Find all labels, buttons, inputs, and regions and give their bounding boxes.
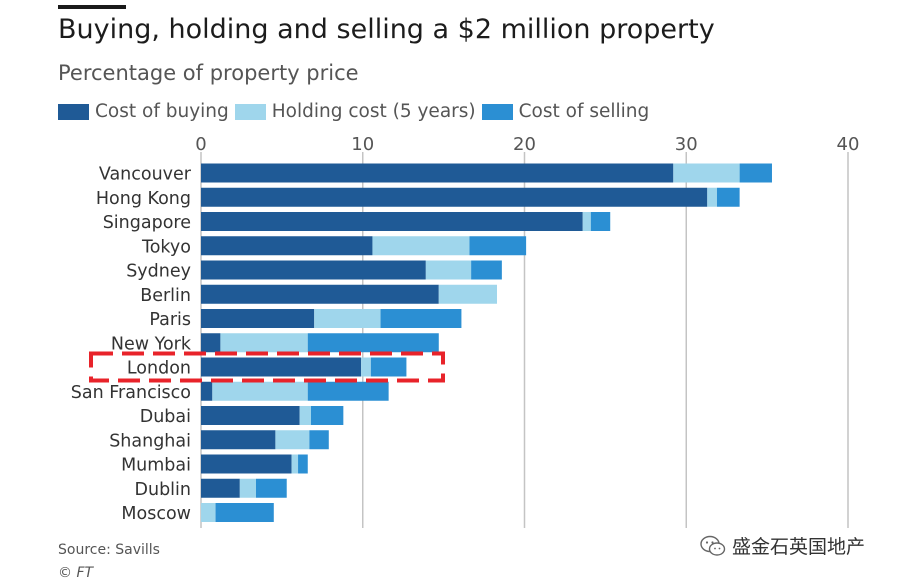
chart-legend: Cost of buying Holding cost (5 years) Co… xyxy=(58,101,655,122)
legend-swatch xyxy=(58,103,89,120)
x-tick-label: 0 xyxy=(195,134,206,155)
bar-segment xyxy=(469,236,527,256)
y-category-label: Hong Kong xyxy=(96,189,191,209)
y-category-label: New York xyxy=(111,334,192,354)
bar-segment xyxy=(707,187,717,207)
bar-segment xyxy=(201,212,583,231)
legend-swatch xyxy=(234,103,266,120)
y-category-label: Paris xyxy=(149,310,191,330)
y-category-label: Moscow xyxy=(121,504,191,524)
bar-segment xyxy=(299,406,311,425)
bar-segment xyxy=(239,478,256,498)
bar-segment xyxy=(309,430,329,450)
bar-segment xyxy=(307,381,389,401)
bar-segment xyxy=(372,236,470,256)
legend-item-selling: Cost of selling xyxy=(481,101,650,122)
y-category-label: Sydney xyxy=(126,262,191,282)
legend-label: Holding cost (5 years) xyxy=(271,101,476,122)
y-category-label: Shanghai xyxy=(109,431,191,451)
bar-segment xyxy=(298,454,308,474)
wechat-icon xyxy=(700,535,726,556)
legend-label: Cost of buying xyxy=(95,101,229,122)
y-category-label: Berlin xyxy=(140,286,191,306)
x-tick-label: 40 xyxy=(837,134,860,155)
bar-segment xyxy=(201,236,373,256)
bar-segment xyxy=(716,187,740,207)
bar-segment xyxy=(201,381,213,401)
bar-segment xyxy=(201,478,240,498)
bar-segment xyxy=(380,309,462,328)
bar-segment xyxy=(201,333,221,353)
y-category-label: Tokyo xyxy=(141,237,191,257)
watermark: 盛金石英国地产 xyxy=(700,532,865,559)
bar-segment xyxy=(307,333,439,353)
bar-segment xyxy=(201,454,292,474)
bar-segment xyxy=(201,503,216,522)
bar-segment xyxy=(275,430,310,450)
bar-segment xyxy=(220,333,308,353)
bar-segment xyxy=(438,284,498,304)
bar-segment xyxy=(201,406,300,425)
legend-label: Cost of selling xyxy=(518,101,650,122)
bar-segment xyxy=(201,163,674,183)
source-note: Source: Savills xyxy=(58,542,160,558)
y-category-label: Dubai xyxy=(140,407,191,427)
x-tick-label: 30 xyxy=(675,134,698,155)
legend-swatch xyxy=(481,103,513,120)
watermark-text: 盛金石英国地产 xyxy=(732,536,866,558)
chart-title: Buying, holding and selling a $2 million… xyxy=(58,14,715,45)
bar-segment xyxy=(212,381,308,401)
title-accent-bar xyxy=(58,5,126,9)
bar-segment xyxy=(215,503,274,522)
y-category-label: San Francisco xyxy=(71,383,191,403)
y-category-label: Singapore xyxy=(103,213,191,233)
legend-item-buying: Cost of buying xyxy=(58,101,229,122)
bar-segment xyxy=(370,357,407,377)
y-category-label: Dublin xyxy=(135,480,192,500)
bar-segment xyxy=(255,478,287,498)
credit-note: © FT xyxy=(58,565,94,581)
bar-segment xyxy=(425,260,472,280)
bar-segment xyxy=(739,163,772,183)
bar-segment xyxy=(201,430,276,450)
bar-segment xyxy=(291,454,299,474)
y-category-label: Mumbai xyxy=(121,456,191,476)
bar-segment xyxy=(201,309,315,328)
bar-segment xyxy=(310,406,344,425)
stacked-bar-chart: 0 10 20 30 40 Vancouver Hong Kong Singapore Toky… xyxy=(71,134,860,528)
highlight-dashed-box xyxy=(89,351,445,383)
legend-item-holding: Holding cost (5 years) xyxy=(234,101,476,122)
bar-segment xyxy=(673,163,740,183)
bar-segment xyxy=(201,187,708,207)
bar-segment xyxy=(201,357,362,377)
bar-segment xyxy=(314,309,381,328)
bar-segment xyxy=(582,212,591,231)
bar-segment xyxy=(201,260,426,280)
x-tick-label: 20 xyxy=(513,134,536,155)
bar-segment xyxy=(361,357,371,377)
bar-segment xyxy=(471,260,502,280)
bar-segment xyxy=(590,212,611,231)
x-tick-label: 10 xyxy=(351,134,374,155)
y-category-label: Vancouver xyxy=(99,165,192,185)
bar-segment xyxy=(201,284,439,304)
y-category-label: London xyxy=(127,359,191,379)
chart-subtitle: Percentage of property price xyxy=(58,61,359,85)
